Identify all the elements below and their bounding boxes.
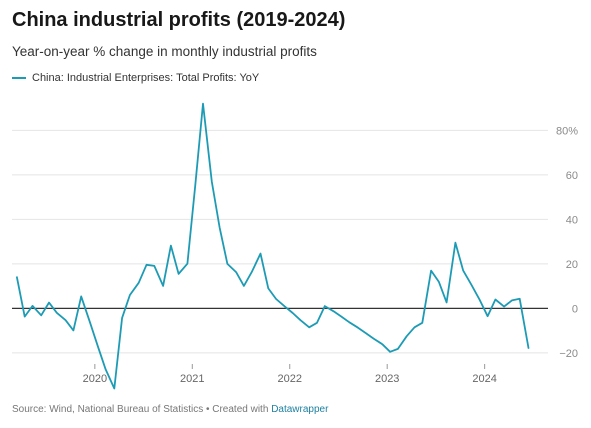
x-tick-label: 2022	[278, 373, 302, 385]
x-tick-label: 2023	[375, 373, 399, 385]
x-axis: 2020 2021 2022 2023 2024	[83, 364, 497, 385]
chart-subtitle: Year-on-year % change in monthly industr…	[12, 44, 317, 59]
chart-title: China industrial profits (2019-2024)	[12, 9, 346, 31]
legend-swatch	[12, 77, 26, 79]
x-tick-label: 2020	[83, 373, 107, 385]
y-tick-label: 60	[566, 170, 578, 182]
chart-legend: China: Industrial Enterprises: Total Pro…	[12, 72, 259, 84]
series-group	[15, 102, 530, 390]
y-tick-label: 0	[572, 303, 578, 315]
x-tick-label: 2021	[180, 373, 204, 385]
y-tick-label: −20	[559, 348, 578, 360]
legend-label: China: Industrial Enterprises: Total Pro…	[32, 72, 260, 84]
datawrapper-link[interactable]: Datawrapper	[271, 404, 329, 415]
series-line	[15, 102, 530, 390]
source-text: Source: Wind, National Bureau of Statist…	[12, 404, 272, 415]
y-tick-label: 40	[566, 214, 578, 226]
source-footer: Source: Wind, National Bureau of Statist…	[12, 404, 328, 415]
gridlines	[12, 129, 548, 354]
y-tick-label: 20	[566, 259, 578, 271]
y-tick-label: 80%	[556, 125, 578, 137]
y-axis: 80% 60 40 20 0 −20	[556, 125, 578, 360]
x-tick-label: 2024	[472, 373, 496, 385]
